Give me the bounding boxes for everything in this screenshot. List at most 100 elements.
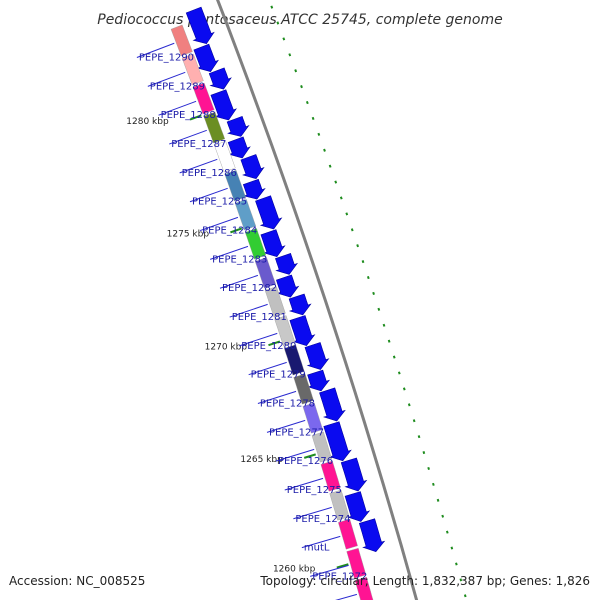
gene-leader-line — [284, 477, 324, 491]
cds-arrow — [260, 229, 286, 258]
gene-label: PEPE_1276 — [278, 456, 333, 467]
cds-arrow — [255, 195, 283, 230]
gene-color-block — [311, 431, 332, 463]
cds-arrow — [193, 43, 219, 72]
gene-color-block — [264, 286, 286, 318]
gene-color-block — [284, 344, 305, 376]
gene-leader-line — [219, 274, 259, 289]
cds-arrow — [319, 387, 346, 422]
gc-dot — [323, 148, 326, 152]
gene-label: mutL — [304, 543, 330, 554]
gene-color-block — [170, 24, 193, 57]
gc-dot — [339, 196, 343, 200]
cds-arrow — [358, 518, 386, 553]
gene-leader-line — [275, 448, 315, 462]
gene-color-block — [346, 547, 367, 579]
gc-dot — [282, 37, 286, 41]
kbp-tick-label: 1270 kbp — [205, 342, 248, 352]
gene-label: PEPE_1288 — [161, 110, 216, 121]
gene-leader-line — [189, 187, 228, 203]
gene-color-block — [293, 373, 314, 405]
gc-dot — [436, 498, 440, 502]
gene-leader-line — [293, 506, 332, 520]
gene-label: PEPE_1283 — [212, 254, 267, 265]
gc-dot — [377, 307, 381, 311]
gc-dot — [450, 546, 454, 550]
gene-leader-line — [229, 303, 268, 318]
gc-dot — [366, 275, 370, 280]
cds-arrow — [208, 67, 232, 90]
cds-arrow — [226, 116, 250, 137]
gene-label: PEPE_1289 — [150, 81, 205, 92]
backbone-track — [216, 0, 419, 600]
gene-color-block — [234, 199, 257, 231]
kbp-ticks: 1280 kbp 1275 kbp 1270 kbp 1265 kbp 1260 kbp — [126, 114, 349, 575]
gc-dot — [305, 100, 309, 105]
gc-dot — [300, 85, 303, 89]
gc-dot — [311, 116, 315, 121]
gene-leader-line — [301, 535, 341, 549]
gene-label: PEPE_1281 — [232, 312, 287, 323]
gene-label: PEPE_1274 — [295, 514, 350, 525]
gene-color-block — [274, 315, 296, 347]
gc-dot — [412, 419, 416, 423]
gc-dot — [372, 291, 375, 295]
gene-label: PEPE_1282 — [222, 283, 277, 294]
gc-dot — [445, 530, 449, 534]
gene-label: PEPE_1279 — [251, 370, 306, 381]
gc-dot — [328, 164, 332, 168]
gene-color-block — [354, 576, 374, 600]
gc-dot — [455, 562, 458, 566]
gc-dot — [459, 578, 463, 582]
gc-dot — [288, 53, 292, 57]
gene-label: PEPE_1284 — [202, 226, 257, 237]
gene-color-block — [302, 402, 323, 434]
gene-leader-line — [199, 216, 239, 232]
gc-dot — [382, 323, 386, 327]
cds-arrow — [276, 274, 300, 298]
gc-dot — [345, 212, 349, 216]
cds-arrow — [340, 457, 368, 492]
gene-labels: PEPE_1290 PEPE_1289 PEPE_1288 PEPE_1287 PEPE… — [136, 42, 367, 600]
kbp-tick — [268, 340, 281, 347]
gc-dot — [422, 451, 426, 455]
gc-dot — [334, 180, 338, 184]
gene-leader-line — [310, 564, 349, 577]
gene-color-block — [329, 489, 350, 521]
cds-arrow — [288, 293, 312, 316]
gene-color-block — [320, 460, 341, 492]
gene-color-block — [338, 518, 358, 550]
accession-label: Accession: NC_008525 — [9, 574, 146, 588]
gene-leader-line — [257, 390, 297, 404]
genome-summary: Topology: circular; Length: 1,832,387 bp… — [260, 574, 590, 588]
gc-dot — [387, 339, 391, 343]
gene-leader-line — [248, 361, 287, 376]
gc-dot — [361, 260, 365, 264]
cds-arrow — [275, 253, 299, 275]
gc-dot — [294, 69, 298, 73]
gc-dot — [417, 435, 421, 439]
gc-content-track — [270, 5, 467, 598]
kbp-tick-label: 1260 kbp — [273, 565, 316, 575]
gene-color-track — [170, 24, 374, 600]
gene-label: PEPE_1285 — [192, 197, 247, 208]
gc-dot — [392, 355, 396, 359]
kbp-tick-label: 1275 kbp — [167, 230, 210, 240]
gene-label: PEPE_1275 — [287, 485, 342, 496]
kbp-tick — [189, 114, 202, 121]
gene-leader-line — [147, 71, 186, 87]
gene-label: PEPE_1280 — [241, 341, 296, 352]
gc-dot — [402, 387, 406, 391]
cds-arrow — [344, 491, 371, 522]
cds-arrow — [227, 136, 251, 159]
cds-arrow-track — [185, 6, 386, 553]
gene-label: PEPE_1272 — [312, 571, 367, 582]
gene-label: PEPE_1290 — [139, 53, 194, 64]
gene-color-block — [224, 170, 246, 202]
gene-color-block — [214, 140, 236, 173]
cds-arrow — [242, 178, 266, 200]
cds-arrow — [304, 342, 330, 370]
cds-arrow — [210, 89, 237, 121]
gc-dot — [432, 482, 435, 486]
gc-dot — [317, 132, 321, 136]
